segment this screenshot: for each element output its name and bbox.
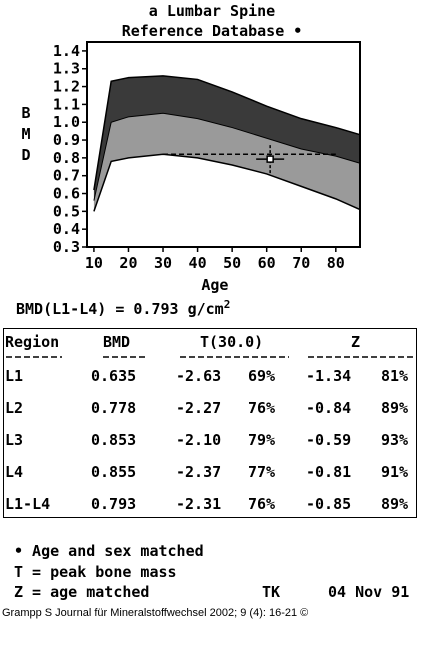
legend-line2: T = peak bone mass: [14, 563, 177, 581]
row-z-score: -0.81: [306, 463, 352, 481]
y-tick-label: 0.4: [53, 220, 80, 238]
row-t-percent: 79%: [248, 431, 276, 449]
row-z-percent: 81%: [381, 367, 409, 385]
y-tick-label: 1.2: [53, 78, 80, 96]
header-region: Region: [5, 333, 60, 351]
row-z-percent: 93%: [381, 431, 409, 449]
y-axis-label-letter: M: [21, 125, 30, 143]
y-axis-label-letter: D: [21, 146, 30, 164]
row-bmd: 0.853: [91, 431, 137, 449]
row-region: L3: [5, 431, 24, 449]
x-tick-label: 40: [189, 254, 207, 272]
row-t-percent: 69%: [248, 367, 276, 385]
bmd-chart: 1.41.31.21.11.00.90.80.70.60.50.40.3 10 20…: [21, 41, 361, 294]
bmd-summary: BMD(L1-L4) = 0.793 g/cm2: [16, 298, 230, 318]
x-tick-label: 80: [327, 254, 345, 272]
plot-frame: [86, 41, 361, 248]
y-tick-label: 1.0: [53, 113, 80, 131]
row-z-score: -0.84: [306, 399, 352, 417]
operator-initials: TK: [262, 583, 281, 601]
row-t-score: -2.63: [176, 367, 222, 385]
patient-point: [266, 155, 274, 163]
row-bmd: 0.778: [91, 399, 137, 417]
header-z: Z: [351, 333, 361, 351]
row-z-score: -0.85: [306, 495, 352, 513]
row-region: L1-L4: [5, 495, 51, 513]
row-t-percent: 76%: [248, 399, 276, 417]
x-tick-label: 20: [119, 254, 137, 272]
y-axis-label-letter: B: [21, 104, 30, 122]
upper-band-area: [93, 75, 361, 201]
y-tick-label: 1.4: [53, 42, 80, 60]
y-tick-label: 0.3: [53, 238, 80, 256]
y-tick-label: 0.5: [53, 202, 80, 220]
series-line-lower: [93, 153, 361, 212]
row-t-score: -2.31: [176, 495, 222, 513]
header-t: T(30.0): [200, 333, 264, 351]
y-tick-label: 0.9: [53, 131, 80, 149]
row-t-percent: 77%: [248, 463, 276, 481]
scan-date: 04 Nov 91: [328, 583, 410, 601]
header-dashes: [6, 356, 416, 358]
row-z-percent: 89%: [381, 495, 409, 513]
row-region: L1: [5, 367, 24, 385]
row-bmd: 0.793: [91, 495, 137, 513]
chart-title-line1: a Lumbar Spine: [148, 2, 276, 20]
row-z-score: -1.34: [306, 367, 352, 385]
row-t-score: -2.37: [176, 463, 222, 481]
y-tick-label: 0.6: [53, 185, 80, 203]
x-tick-label: 60: [258, 254, 276, 272]
x-axis-label: Age: [201, 276, 228, 294]
header-bmd: BMD: [103, 333, 131, 351]
y-tick-label: 1.3: [53, 60, 80, 78]
y-tick-label: 0.8: [53, 149, 80, 167]
series-line-upper: [93, 75, 361, 191]
row-t-score: -2.10: [176, 431, 222, 449]
x-tick-label: 30: [154, 254, 172, 272]
legend-line3: Z = age matched: [14, 583, 150, 601]
series-line-mean-plus: [93, 112, 361, 201]
row-region: L4: [5, 463, 24, 481]
x-tick-label: 10: [85, 254, 103, 272]
legend-line1: • Age and sex matched: [14, 542, 204, 560]
source-credit: Grampp S Journal für Mineralstoffwechsel…: [2, 607, 309, 619]
row-z-percent: 91%: [381, 463, 409, 481]
y-tick-label: 1.1: [53, 95, 80, 113]
x-tick-label: 50: [223, 254, 241, 272]
chart-title-line2: Reference Database •: [121, 22, 303, 40]
row-t-percent: 76%: [248, 495, 276, 513]
x-tick-label: 70: [292, 254, 310, 272]
results-table: Region BMD T(30.0) Z L1 0.635 -2.63 69% -1.3…: [3, 328, 417, 518]
y-tick-label: 0.7: [53, 167, 80, 185]
bmd-summary-exponent: 2: [223, 298, 231, 311]
row-t-score: -2.27: [176, 399, 222, 417]
row-bmd: 0.855: [91, 463, 137, 481]
row-bmd: 0.635: [91, 367, 137, 385]
row-z-score: -0.59: [306, 431, 352, 449]
bmd-summary-text: BMD(L1-L4) = 0.793 g/cm: [16, 300, 224, 318]
row-z-percent: 89%: [381, 399, 409, 417]
row-region: L2: [5, 399, 24, 417]
lower-band-area: [93, 113, 361, 212]
